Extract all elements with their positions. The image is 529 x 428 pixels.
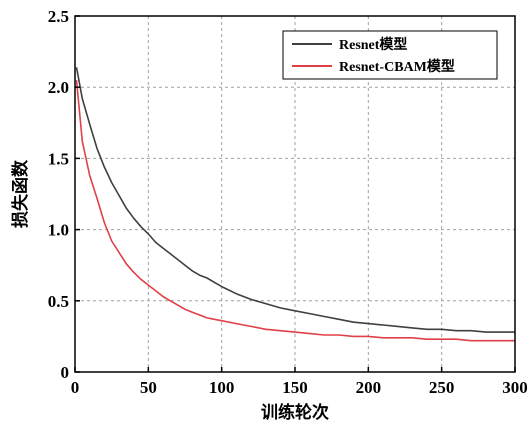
- series-line-resnet-cbam: [75, 80, 515, 342]
- y-tick-label: 2.0: [48, 78, 69, 97]
- x-tick-label: 250: [429, 378, 455, 397]
- y-axis-title: 损失函数: [10, 159, 31, 228]
- y-tick-label: 1.0: [48, 221, 69, 240]
- x-tick-label: 0: [71, 378, 80, 397]
- legend-box: [282, 30, 498, 80]
- x-tick-label: 100: [209, 378, 235, 397]
- y-tick-label: 0.5: [48, 292, 69, 311]
- series-lines: [75, 67, 515, 342]
- legend-label-resnet-cbam: Resnet-CBAM模型: [339, 58, 455, 75]
- x-tick-label: 150: [282, 378, 308, 397]
- series-line-resnet: [75, 67, 515, 333]
- x-tick-label: 300: [502, 378, 528, 397]
- y-tick-label: 2.5: [48, 7, 69, 26]
- x-axis-title: 训练轮次: [261, 402, 329, 423]
- axis-ticks: 0 50 100 150 200 250 300 0 0.5 1.0 1.5 2.0 2.5: [48, 7, 528, 397]
- x-tick-label: 50: [140, 378, 157, 397]
- y-tick-label: 0: [61, 363, 70, 382]
- legend: Resnet模型 Resnet-CBAM模型: [282, 30, 498, 80]
- y-tick-label: 1.5: [48, 149, 69, 168]
- x-tick-label: 200: [356, 378, 382, 397]
- legend-label-resnet: Resnet模型: [339, 36, 407, 53]
- grid-lines: [75, 16, 515, 372]
